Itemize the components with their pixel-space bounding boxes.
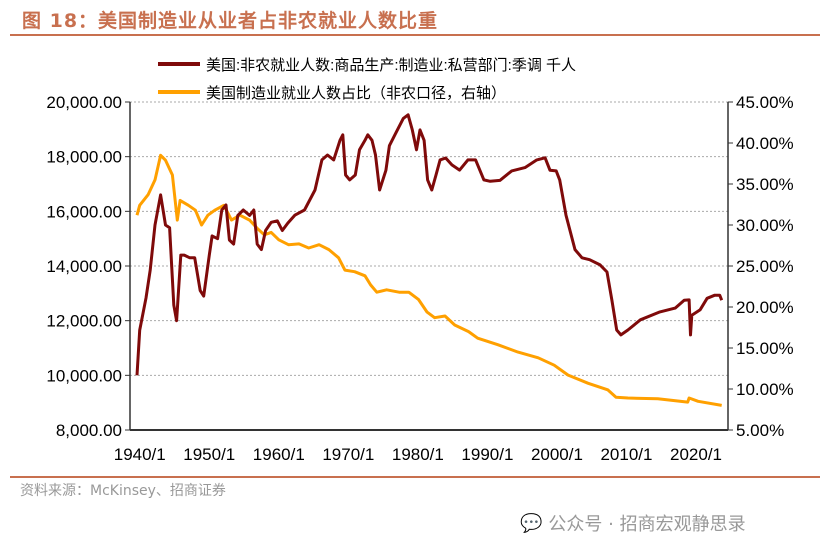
source-divider: [10, 476, 820, 478]
right-axis-tick-label: 10.00%: [736, 380, 794, 399]
title-divider: [10, 34, 820, 36]
left-axis-tick-label: 18,000.00: [46, 148, 122, 167]
right-axis-tick-label: 25.00%: [736, 257, 794, 276]
right-axis-tick-label: 35.00%: [736, 175, 794, 194]
right-axis-tick-label: 20.00%: [736, 298, 794, 317]
x-axis-tick-label: 2000/1: [531, 445, 583, 464]
series-line-manufacturing-employment: [135, 113, 724, 376]
source-note: 资料来源：McKinsey、招商证券: [20, 483, 226, 499]
x-axis-tick-label: 1990/1: [461, 445, 513, 464]
watermark: 💬 公众号 · 招商宏观静思录: [520, 510, 746, 536]
x-axis-tick-label: 1950/1: [183, 445, 235, 464]
figure-title: 图 18：美国制造业从业者占非农就业人数比重: [22, 10, 439, 32]
x-axis-tick-label: 2010/1: [600, 445, 652, 464]
watermark-text: 公众号 · 招商宏观静思录: [548, 514, 746, 535]
right-axis-tick-label: 40.00%: [736, 134, 794, 153]
left-axis-tick-label: 12,000.00: [46, 312, 122, 331]
x-axis-tick-label: 2020/1: [670, 445, 722, 464]
legend-label-manufacturing-employment: 美国:非农就业人数:商品生产:制造业:私营部门:季调 千人: [206, 57, 576, 74]
chart: 8,000.00 10,000.00 12,000.00 14,000.00 16,00…: [46, 57, 794, 464]
right-axis-tick-label: 5.00%: [736, 421, 784, 440]
right-axis-tick-label: 15.00%: [736, 339, 794, 358]
left-axis-tick-label: 10,000.00: [46, 366, 122, 385]
x-axis-tick-label: 1970/1: [322, 445, 374, 464]
left-axis-tick-label: 16,000.00: [46, 202, 122, 221]
x-axis-tick-label: 1980/1: [392, 445, 444, 464]
right-axis-tick-label: 30.00%: [736, 216, 794, 235]
right-axis-tick-label: 45.00%: [736, 93, 794, 112]
wechat-icon: 💬: [520, 512, 543, 534]
left-axis-tick-label: 14,000.00: [46, 257, 122, 276]
x-axis-tick-label: 1960/1: [253, 445, 305, 464]
left-axis-tick-label: 20,000.00: [46, 93, 122, 112]
x-axis-tick-label: 1940/1: [114, 445, 166, 464]
legend-label-manufacturing-share: 美国制造业就业人数占比（非农口径，右轴）: [206, 85, 506, 102]
series-line-manufacturing-share: [135, 153, 722, 407]
left-axis-tick-label: 8,000.00: [56, 421, 122, 440]
